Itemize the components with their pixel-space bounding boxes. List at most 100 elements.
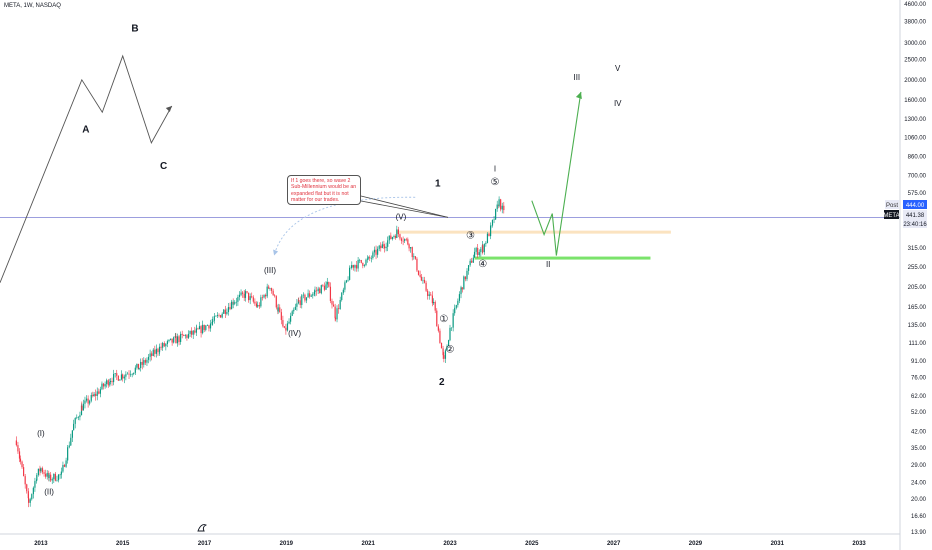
candle-body — [184, 335, 186, 336]
candle-body — [35, 480, 38, 482]
candle-body — [111, 381, 113, 383]
candle-body — [334, 306, 336, 318]
candle-body — [475, 247, 477, 252]
candle-body — [261, 297, 264, 298]
candle-body — [288, 321, 290, 324]
candle-body — [347, 279, 349, 281]
candle-body — [290, 315, 292, 322]
candle-body — [372, 252, 374, 259]
wave-label: (V) — [396, 213, 407, 222]
candle-body — [467, 265, 470, 271]
candle-body — [202, 324, 204, 334]
candle-body — [436, 310, 438, 327]
candle-body — [15, 440, 17, 446]
candle-body — [98, 391, 100, 394]
candle-body — [478, 252, 480, 256]
candle-body — [101, 383, 103, 390]
x-tick-label: 2017 — [198, 541, 212, 547]
candle-body — [266, 286, 268, 297]
candle-body — [198, 326, 201, 330]
x-tick-label: 2021 — [362, 541, 376, 547]
candle-body — [183, 334, 185, 336]
candle-body — [452, 313, 454, 328]
candle-body — [450, 327, 453, 329]
candle-body — [186, 335, 188, 338]
candle-body — [388, 235, 390, 241]
candle-body — [293, 309, 295, 312]
candle-body — [491, 220, 494, 226]
wave-label: IV — [614, 99, 622, 108]
wave-label: ① — [439, 314, 448, 325]
candle-body — [490, 225, 492, 227]
y-tick-label: 76.00 — [911, 375, 927, 381]
wave-label: ③ — [466, 230, 475, 241]
candle-body — [59, 474, 61, 476]
candle-body — [29, 499, 31, 503]
candle-body — [68, 445, 70, 448]
candle-body — [301, 295, 303, 306]
callout-line — [360, 200, 449, 218]
candle-body — [369, 257, 371, 259]
candle-body — [354, 265, 356, 268]
candle-body — [430, 294, 432, 296]
candle-body — [85, 398, 88, 401]
candle-body — [209, 323, 212, 329]
y-tick-label: 700.00 — [908, 173, 927, 179]
candle-body — [146, 359, 148, 363]
candle-body — [95, 393, 97, 396]
candle-body — [285, 327, 287, 331]
candle-body — [141, 361, 143, 365]
candle-body — [299, 300, 301, 306]
candle-body — [255, 303, 258, 307]
candle-body — [219, 315, 222, 318]
candle-body — [496, 204, 498, 209]
candle-body — [425, 282, 427, 291]
y-tick-label: 2000.00 — [904, 78, 926, 84]
y-tick-label: 16.60 — [911, 514, 927, 520]
y-tick-label: 165.00 — [908, 305, 927, 311]
candle-body — [180, 333, 182, 342]
candle-body — [31, 494, 33, 500]
candle-body — [270, 288, 273, 291]
candle-body — [442, 348, 444, 356]
candle-body — [331, 300, 333, 305]
candle-body — [394, 236, 397, 238]
candle-body — [158, 346, 161, 352]
candle-body — [56, 480, 58, 481]
candle-body — [488, 233, 490, 237]
candle-body — [242, 292, 244, 294]
candle-body — [96, 391, 98, 396]
candle-body — [63, 464, 66, 467]
candle-body — [440, 342, 443, 349]
candle-body — [82, 403, 84, 411]
candle-body — [104, 384, 106, 387]
candle-body — [28, 498, 30, 503]
candle-body — [291, 311, 293, 316]
candle-body — [174, 336, 176, 338]
candle-body — [365, 259, 367, 266]
candle-body — [197, 328, 199, 330]
candle-body — [367, 257, 369, 259]
y-tick-label: 1600.00 — [904, 98, 926, 104]
candle-body — [317, 288, 319, 292]
candle-body — [213, 316, 215, 321]
candle-body — [314, 290, 316, 292]
candle-body — [280, 312, 282, 321]
candle-body — [122, 374, 124, 379]
wave-label: (I) — [37, 429, 45, 438]
candle-body — [272, 290, 274, 296]
y-tick-label: 62.00 — [911, 394, 927, 400]
candle-body — [338, 308, 340, 310]
candle-body — [408, 244, 410, 249]
candle-body — [155, 348, 157, 354]
candle-body — [229, 307, 231, 310]
candle-body — [248, 292, 250, 301]
candle-body — [446, 346, 448, 351]
candle-body — [257, 305, 259, 307]
wave-label: ② — [446, 344, 455, 355]
candle-body — [157, 348, 159, 353]
candle-body — [84, 400, 86, 404]
candle-body — [93, 393, 95, 396]
candle-body — [244, 291, 247, 298]
